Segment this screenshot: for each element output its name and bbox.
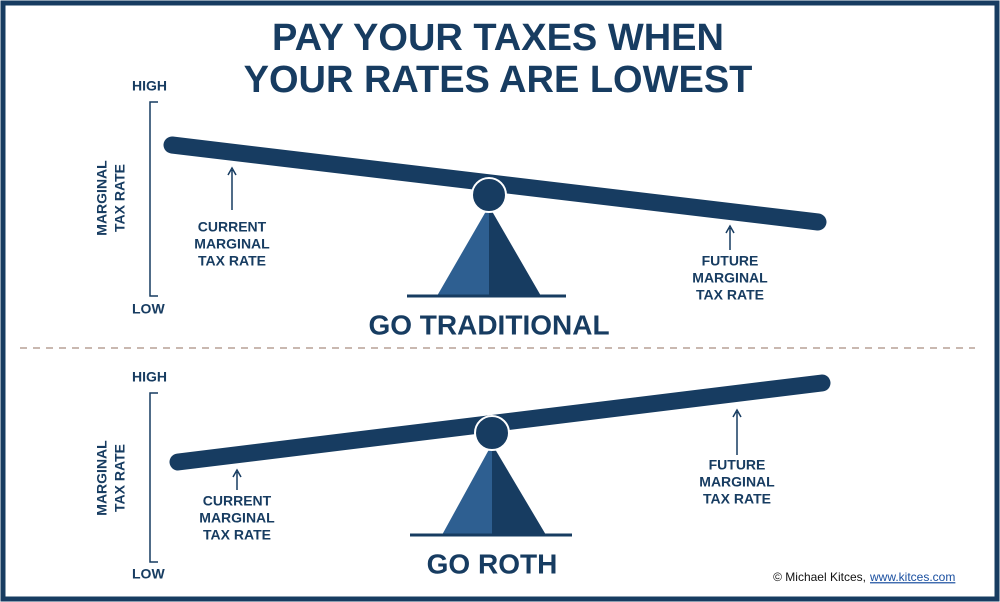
label: TAX RATE xyxy=(696,287,764,303)
axis-label: TAX RATE xyxy=(112,444,128,512)
fulcrum-dark xyxy=(489,206,541,296)
arrow xyxy=(232,468,242,490)
label: TAX RATE xyxy=(198,253,266,269)
label: MARGINAL xyxy=(699,474,775,490)
label: CURRENT xyxy=(198,219,267,235)
label: TAX RATE xyxy=(703,491,771,507)
title-line: PAY YOUR TAXES WHEN xyxy=(272,17,724,59)
fulcrum-light xyxy=(437,206,489,296)
label: MARGINAL xyxy=(194,236,270,252)
axis-low: LOW xyxy=(132,566,165,582)
panel-traditional: HIGH LOW MARGINAL TAX RATE CURRENT MARGI… xyxy=(94,78,827,340)
credit: © Michael Kitces, xyxy=(773,570,866,584)
title-line: YOUR RATES ARE LOWEST xyxy=(244,59,753,101)
fulcrum-dark xyxy=(492,444,546,535)
arrow xyxy=(227,166,237,210)
axis-bracket xyxy=(149,101,158,297)
label: FUTURE xyxy=(702,253,759,269)
axis-label: TAX RATE xyxy=(112,164,128,232)
axis-high: HIGH xyxy=(132,78,167,94)
axis-high: HIGH xyxy=(132,369,167,385)
credit-link[interactable]: www.kitces.com xyxy=(869,570,955,584)
pivot xyxy=(474,415,510,451)
label: CURRENT xyxy=(203,493,272,509)
caption: GO TRADITIONAL xyxy=(368,309,609,340)
axis-low: LOW xyxy=(132,301,165,317)
arrow xyxy=(725,224,735,250)
pivot xyxy=(471,177,507,213)
label: FUTURE xyxy=(709,457,766,473)
caption: GO ROTH xyxy=(427,548,558,579)
axis-label: MARGINAL xyxy=(94,160,110,236)
panel-roth: HIGH LOW MARGINAL TAX RATE CURRENT MARGI… xyxy=(94,369,831,582)
fulcrum-light xyxy=(442,444,492,535)
label: MARGINAL xyxy=(199,510,275,526)
arrow xyxy=(732,408,742,455)
axis-label: MARGINAL xyxy=(94,440,110,516)
label: TAX RATE xyxy=(203,527,271,543)
label: MARGINAL xyxy=(692,270,768,286)
axis-bracket xyxy=(149,392,158,563)
